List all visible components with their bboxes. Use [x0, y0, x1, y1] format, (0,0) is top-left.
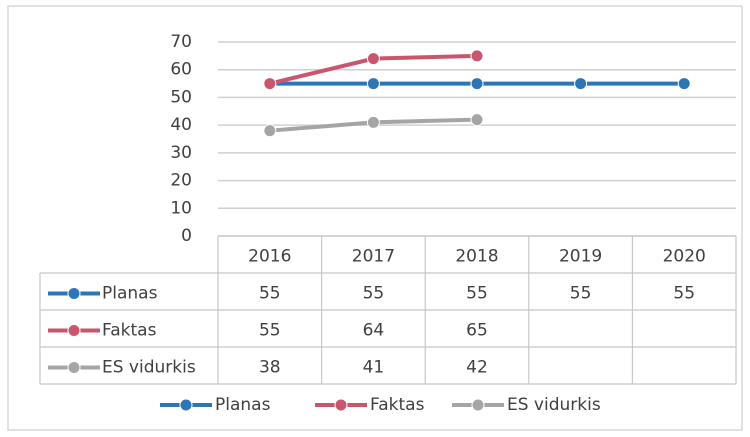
table-row-label: Faktas	[102, 321, 157, 341]
series-marker	[470, 113, 484, 127]
series-marker	[263, 124, 277, 138]
table-cell: 55	[673, 284, 695, 304]
legend-label: Planas	[215, 395, 271, 415]
legend-key-marker	[471, 398, 485, 412]
table-cell: 65	[466, 321, 488, 341]
table-cell: 55	[259, 284, 281, 304]
series-marker	[366, 115, 380, 129]
legend-key-marker	[67, 361, 81, 374]
table-cell: 55	[570, 284, 592, 304]
table-cell: 42	[466, 358, 488, 378]
legend-key-marker	[179, 398, 193, 412]
x-tick-label: 2017	[352, 247, 395, 267]
y-tick-label: 30	[170, 143, 192, 163]
table-cell: 55	[259, 321, 281, 341]
y-tick-label: 0	[181, 226, 192, 246]
y-tick-label: 70	[170, 32, 192, 52]
series-marker	[263, 77, 277, 91]
series-marker	[470, 49, 484, 63]
table-cell: 41	[363, 358, 385, 378]
table-cell: 64	[363, 321, 385, 341]
series-marker	[366, 77, 380, 91]
table-cell: 55	[363, 284, 385, 304]
table-cell: 38	[259, 358, 281, 378]
x-tick-label: 2018	[455, 247, 498, 267]
legend-key-marker	[67, 287, 81, 300]
y-tick-label: 10	[170, 198, 192, 218]
table-row-label: Planas	[102, 284, 158, 304]
y-tick-label: 50	[170, 87, 192, 107]
table-row-label: ES vidurkis	[102, 358, 196, 378]
series-marker	[574, 77, 588, 91]
series-marker	[366, 52, 380, 66]
y-tick-label: 20	[170, 171, 192, 191]
table-cell: 55	[466, 284, 488, 304]
legend-label: Faktas	[370, 395, 425, 415]
x-tick-label: 2016	[248, 247, 291, 267]
y-tick-label: 40	[170, 115, 192, 135]
legend-key-marker	[334, 398, 348, 412]
series-marker	[677, 77, 691, 91]
x-tick-label: 2020	[663, 247, 706, 267]
legend-label: ES vidurkis	[507, 395, 601, 415]
chart-border	[7, 5, 743, 431]
series-marker	[470, 77, 484, 91]
x-tick-label: 2019	[559, 247, 602, 267]
legend-key-marker	[67, 324, 81, 337]
y-tick-label: 60	[170, 60, 192, 80]
